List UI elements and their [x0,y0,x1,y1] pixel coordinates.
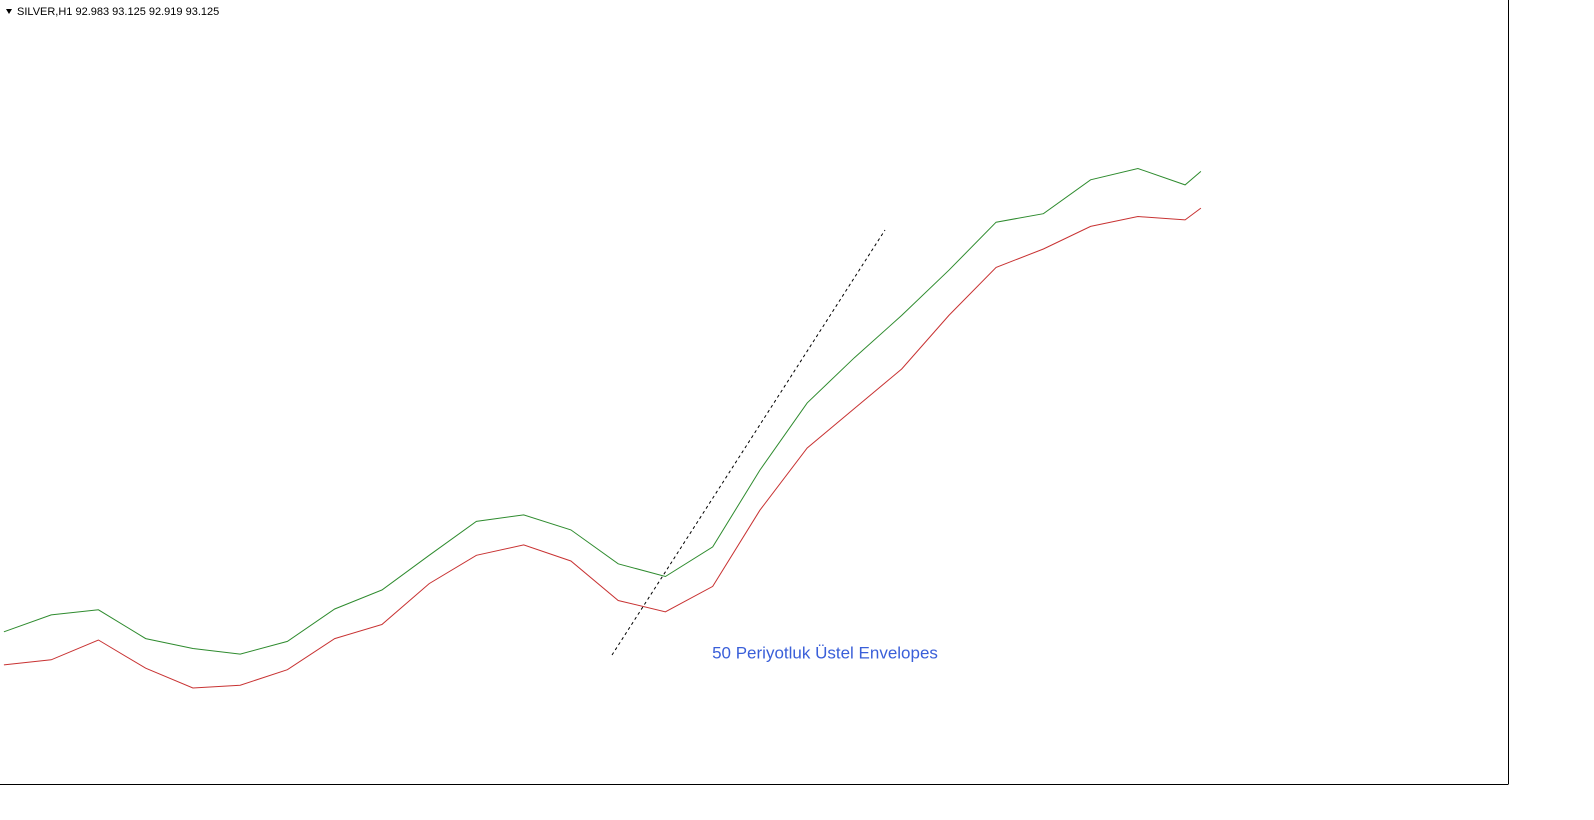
marks-layer [3,167,1202,689]
fibo-trend-line [611,229,886,656]
envelope-annotation: 50 Periyotluk Üstel Envelopes [712,643,938,662]
symbol-header: SILVER,H1 92.983 93.125 92.919 93.125 [17,6,219,18]
menu-triangle[interactable] [6,9,12,14]
envelope-line [3,207,1202,689]
axes-layer: SILVER,H1 92.983 93.125 92.919 93.125 50… [0,0,1509,785]
envelope-line [3,167,1202,655]
